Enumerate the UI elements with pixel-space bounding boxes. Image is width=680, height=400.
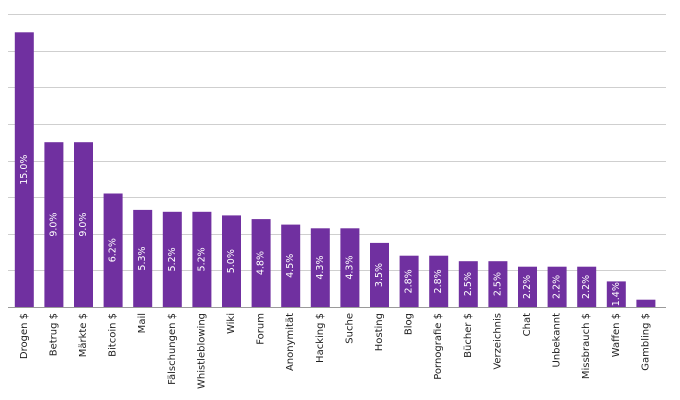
bars [14, 32, 656, 308]
data-label: 2.8% [433, 269, 444, 293]
data-label: 5.2% [167, 247, 178, 271]
category-label: Hosting [374, 313, 385, 351]
data-label: 2.5% [492, 272, 503, 296]
data-label: 5.3% [137, 246, 148, 270]
category-label: Bitcoin $ [108, 313, 119, 357]
bar [606, 281, 626, 307]
bar [340, 228, 360, 307]
data-label: 5.0% [226, 249, 237, 273]
category-label: Blog [404, 313, 415, 335]
data-label: 4.5% [285, 254, 296, 278]
category-label: Bücher $ [463, 313, 474, 358]
data-label: 2.5% [463, 272, 474, 296]
bar [222, 215, 241, 307]
category-label: Wiki [226, 313, 237, 334]
category-label: Mail [137, 313, 148, 333]
bar [547, 266, 567, 307]
bar [192, 211, 212, 307]
category-label: Missbrauch $ [581, 313, 592, 379]
bar [103, 193, 123, 307]
category-label: Waffen $ [611, 313, 622, 357]
category-label: Märkte $ [78, 313, 89, 357]
bar [488, 261, 508, 307]
data-labels: 15.0% 9.0% 9.0% 6.2% 5.3% 5.2% 5.2% 5.0% 4.8% 4.5… [19, 155, 622, 307]
category-label: Unbekannt [552, 313, 563, 368]
bar [399, 255, 419, 307]
category-label: Verzeichnis [492, 313, 503, 370]
data-label: 9.0% [78, 213, 89, 237]
data-label: 1.4% [611, 282, 622, 306]
category-label: Chat [522, 313, 533, 336]
data-label: 6.2% [108, 238, 119, 262]
category-label: Drogen $ [19, 313, 30, 359]
data-label: 4.3% [344, 256, 355, 280]
data-label: 2.2% [581, 275, 592, 299]
bar [44, 142, 64, 307]
category-label: Hacking $ [315, 313, 326, 363]
bar [577, 266, 597, 307]
category-label: Forum [256, 313, 267, 345]
category-label: Suche [344, 313, 355, 344]
category-label: Gambling $ [640, 313, 651, 371]
category-label: Betrug $ [48, 313, 59, 356]
bar [458, 261, 478, 307]
data-label: 4.3% [315, 256, 326, 280]
bar [251, 219, 271, 307]
bar [281, 224, 301, 307]
category-label: Pornografie $ [433, 313, 444, 380]
data-label: 5.2% [196, 247, 207, 271]
bar [370, 242, 389, 307]
category-tick-labels: Drogen $ Betrug $ Märkte $ Bitcoin $ Mail Fäl… [19, 313, 652, 389]
category-label: Whistleblowing [196, 313, 207, 389]
data-label: 4.8% [256, 251, 267, 275]
bar [162, 211, 182, 307]
bar [133, 209, 153, 307]
bar [310, 228, 330, 307]
data-label: 3.5% [374, 263, 385, 287]
bar [14, 32, 34, 308]
data-label: 15.0% [19, 155, 30, 185]
data-label: 2.8% [404, 269, 415, 293]
data-label: 2.2% [522, 275, 533, 299]
category-label: Fälschungen $ [167, 313, 178, 385]
bar [518, 266, 537, 307]
bar [429, 255, 449, 307]
category-label: Anonymität [285, 313, 296, 371]
data-label: 9.0% [48, 213, 59, 237]
bar [636, 299, 656, 307]
data-label: 2.2% [552, 275, 563, 299]
bar [74, 142, 93, 307]
